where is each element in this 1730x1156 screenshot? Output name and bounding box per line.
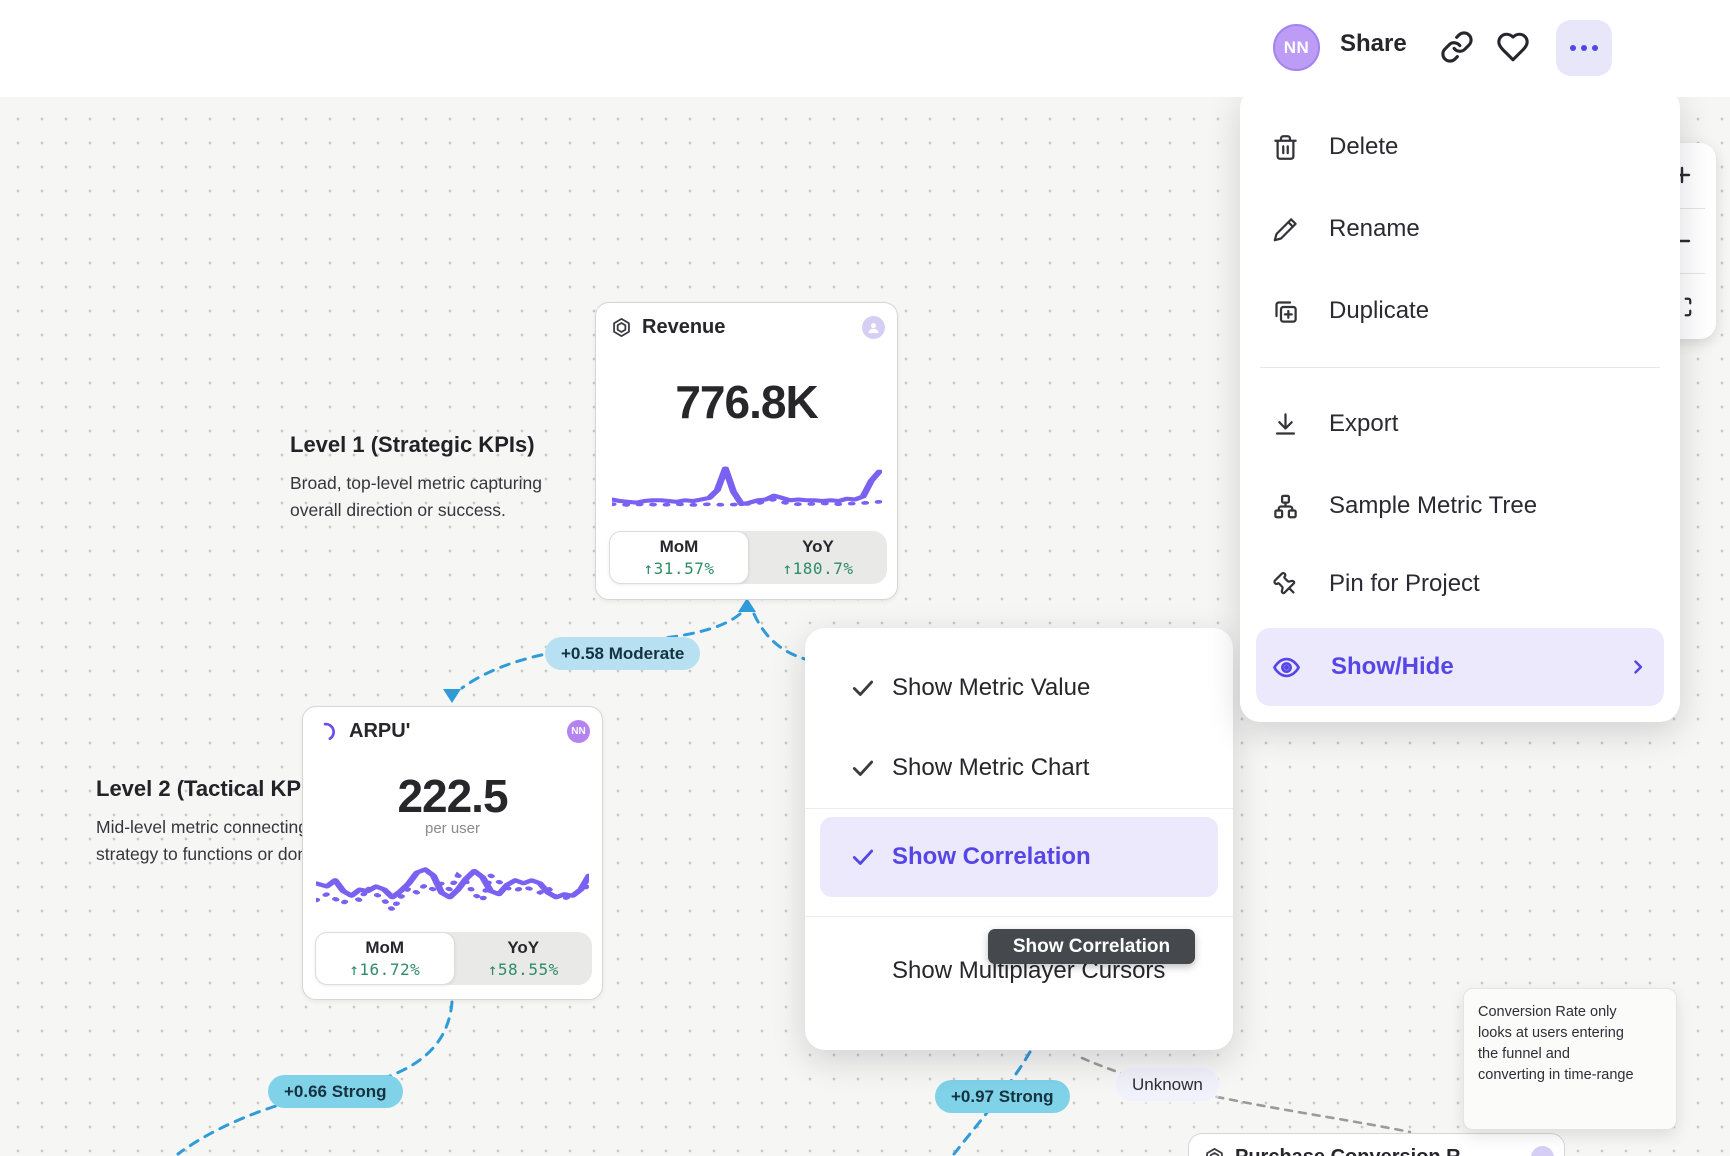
level1-desc-line2: overall direction or success.: [290, 500, 506, 520]
show-correlation-tooltip: Show Correlation: [988, 929, 1195, 964]
period-toggle: MoM ↑31.57% YoY ↑180.7%: [609, 531, 887, 584]
mom-label: MoM: [365, 938, 405, 957]
menu-item-duplicate[interactable]: Duplicate: [1240, 270, 1680, 352]
view-options-menu: Show Metric Value Show Metric Chart Show…: [805, 628, 1233, 1050]
card-owner-avatar[interactable]: [1531, 1145, 1554, 1156]
yoy-label: YoY: [802, 537, 834, 556]
level1-annotation: Level 1 (Strategic KPIs) Broad, top-leve…: [290, 432, 542, 524]
level2-title: Level 2 (Tactical KPIs): [96, 776, 327, 801]
user-avatar[interactable]: NN: [1273, 24, 1320, 71]
check-icon: [850, 844, 876, 870]
duplicate-icon: [1272, 298, 1299, 325]
yoy-toggle[interactable]: YoY ↑180.7%: [749, 531, 887, 584]
correlation-badge-strong-2[interactable]: +0.97 Strong: [935, 1080, 1070, 1113]
card-title: Revenue: [642, 315, 726, 338]
yoy-toggle[interactable]: YoY ↑58.55%: [455, 932, 593, 985]
menu-item-show-correlation[interactable]: Show Correlation: [820, 817, 1218, 897]
yoy-value: ↑58.55%: [487, 960, 559, 979]
conversion-note-tooltip: Conversion Rate only looks at users ente…: [1463, 988, 1677, 1130]
sparkline-chart: [612, 466, 882, 507]
check-icon: [850, 755, 876, 781]
mom-toggle[interactable]: MoM ↑16.72%: [315, 932, 455, 985]
metric-unit: per user: [424, 820, 481, 837]
card-title: Purchase Conversion R: [1235, 1146, 1461, 1156]
mom-value: ↑31.57%: [643, 559, 715, 578]
mom-value: ↑16.72%: [349, 960, 421, 979]
metric-hexagon-icon: [611, 317, 632, 338]
menu-item-rename[interactable]: Rename: [1240, 188, 1680, 270]
note-line3: the funnel and: [1478, 1046, 1570, 1062]
level2-desc-line1: Mid-level metric connecting: [96, 817, 309, 837]
note-line2: looks at users entering: [1478, 1025, 1624, 1041]
metric-hexagon-icon: [1204, 1147, 1225, 1156]
trash-icon: [1272, 134, 1299, 161]
menu-item-delete[interactable]: Delete: [1240, 106, 1680, 188]
download-icon: [1272, 411, 1299, 438]
menu-item-pin-for-project[interactable]: Pin for Project: [1240, 547, 1680, 621]
menu-item-show-hide[interactable]: Show/Hide: [1256, 628, 1664, 706]
share-button[interactable]: Share: [1340, 30, 1407, 57]
pin-icon: [1272, 571, 1299, 598]
level1-desc-line1: Broad, top-level metric capturing: [290, 473, 542, 493]
menu-item-show-metric-chart[interactable]: Show Metric Chart: [805, 728, 1233, 808]
period-toggle: MoM ↑16.72% YoY ↑58.55%: [315, 932, 592, 985]
link-icon: [1441, 31, 1473, 63]
level1-title: Level 1 (Strategic KPIs): [290, 432, 535, 457]
card-owner-avatar[interactable]: [862, 315, 885, 339]
menu-item-export[interactable]: Export: [1240, 383, 1680, 465]
card-title: ARPU': [349, 719, 411, 742]
more-icon: [1570, 45, 1576, 51]
menu-item-show-metric-value[interactable]: Show Metric Value: [805, 648, 1233, 728]
level2-desc-line2: strategy to functions or domains.: [96, 844, 349, 864]
heart-icon: [1497, 32, 1529, 62]
mom-label: MoM: [659, 537, 699, 556]
copy-link-button[interactable]: [1440, 30, 1474, 64]
metric-value: 776.8K: [675, 376, 818, 428]
mom-toggle[interactable]: MoM ↑31.57%: [609, 531, 749, 584]
level2-annotation: Level 2 (Tactical KPIs) Mid-level metric…: [96, 776, 349, 868]
chevron-right-icon: [1628, 657, 1648, 677]
context-menu: Delete Rename Duplicate Export Sample M: [1240, 88, 1680, 722]
favorite-button[interactable]: [1496, 30, 1530, 64]
metric-arc-icon: [318, 721, 339, 742]
pencil-icon: [1272, 216, 1299, 243]
menu-item-sample-metric-tree[interactable]: Sample Metric Tree: [1240, 465, 1680, 547]
correlation-badge-moderate[interactable]: +0.58 Moderate: [545, 637, 701, 670]
metric-card-revenue[interactable]: Revenue 776.8K MoM ↑31.57% YoY ↑180.7%: [595, 302, 898, 600]
menu-divider: [1260, 367, 1660, 368]
sitemap-icon: [1272, 493, 1299, 520]
metric-card-purchase-conversion[interactable]: Purchase Conversion R: [1188, 1133, 1565, 1156]
eye-icon: [1272, 653, 1301, 682]
yoy-label: YoY: [507, 938, 540, 957]
correlation-badge-unknown[interactable]: Unknown: [1116, 1068, 1219, 1101]
note-line4: converting in time-range: [1478, 1067, 1634, 1083]
top-bar: NN Share: [0, 0, 1730, 97]
metric-card-arpu[interactable]: ARPU' NN 222.5 per user MoM ↑16.72% YoY …: [302, 706, 603, 1000]
yoy-value: ↑180.7%: [782, 559, 854, 578]
card-owner-avatar[interactable]: NN: [567, 719, 590, 743]
sparkline-chart: [316, 867, 589, 915]
more-options-button[interactable]: [1556, 20, 1612, 76]
note-line1: Conversion Rate only: [1478, 1004, 1617, 1020]
check-icon: [850, 675, 876, 701]
correlation-badge-strong-1[interactable]: +0.66 Strong: [268, 1075, 403, 1108]
metric-value: 222.5: [397, 770, 508, 822]
